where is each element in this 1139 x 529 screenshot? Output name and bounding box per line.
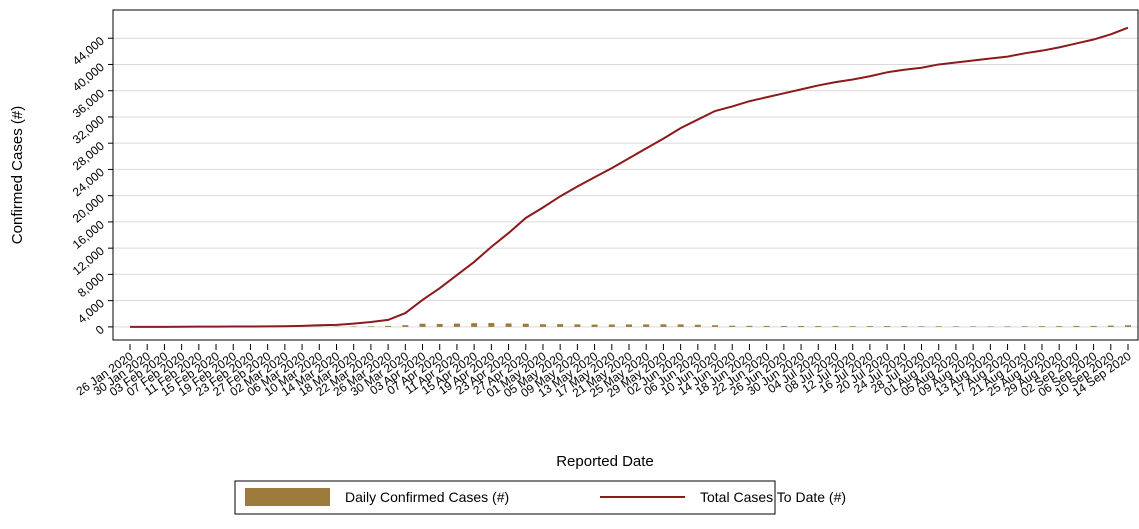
bar: [780, 325, 787, 327]
bar: [1021, 326, 1028, 327]
bar: [505, 323, 512, 327]
bar: [815, 326, 822, 327]
bar: [626, 324, 632, 327]
bar: [402, 325, 409, 327]
bar: [677, 324, 684, 327]
bar: [866, 326, 873, 327]
bar: [1107, 325, 1114, 327]
bar: [712, 325, 719, 327]
bar: [729, 325, 736, 327]
legend-label: Daily Confirmed Cases (#): [345, 489, 509, 505]
bar: [694, 324, 701, 327]
bar: [970, 326, 977, 327]
bar: [488, 323, 495, 327]
bar: [746, 325, 753, 327]
bar: [763, 325, 770, 327]
bar: [1038, 326, 1045, 327]
bar: [660, 324, 667, 327]
bar: [574, 324, 581, 327]
y-axis-label: Confirmed Cases (#): [9, 106, 26, 244]
legend-swatch: [245, 488, 330, 506]
bar: [522, 323, 529, 327]
bar: [419, 323, 426, 327]
bar: [539, 324, 546, 327]
bar: [608, 324, 615, 327]
bar: [798, 325, 805, 327]
bar: [385, 325, 392, 327]
bar: [952, 326, 959, 327]
bar: [1090, 325, 1097, 327]
bar: [471, 323, 478, 327]
bar: [918, 326, 925, 327]
bar: [591, 324, 598, 327]
bar: [643, 324, 650, 327]
bar: [1073, 325, 1080, 327]
bar: [935, 326, 942, 327]
bar: [453, 323, 460, 327]
bar: [1056, 326, 1063, 327]
x-axis-label: Reported Date: [556, 453, 654, 470]
y-tick-label: 44,000: [70, 34, 107, 69]
bar: [1004, 326, 1011, 327]
bar: [901, 326, 908, 327]
y-tick-label: 4,000: [75, 296, 107, 326]
y-tick-label: 0: [93, 322, 107, 337]
bar: [436, 323, 443, 327]
bar: [884, 326, 891, 327]
bar: [832, 326, 839, 327]
bar: [1125, 325, 1131, 327]
legend-label: Total Cases To Date (#): [700, 489, 846, 505]
bar: [557, 324, 564, 327]
bar: [849, 326, 856, 327]
legend-box: [234, 480, 776, 515]
bar: [367, 326, 374, 327]
line: [129, 26, 1129, 328]
plot-frame: [112, 9, 1139, 341]
